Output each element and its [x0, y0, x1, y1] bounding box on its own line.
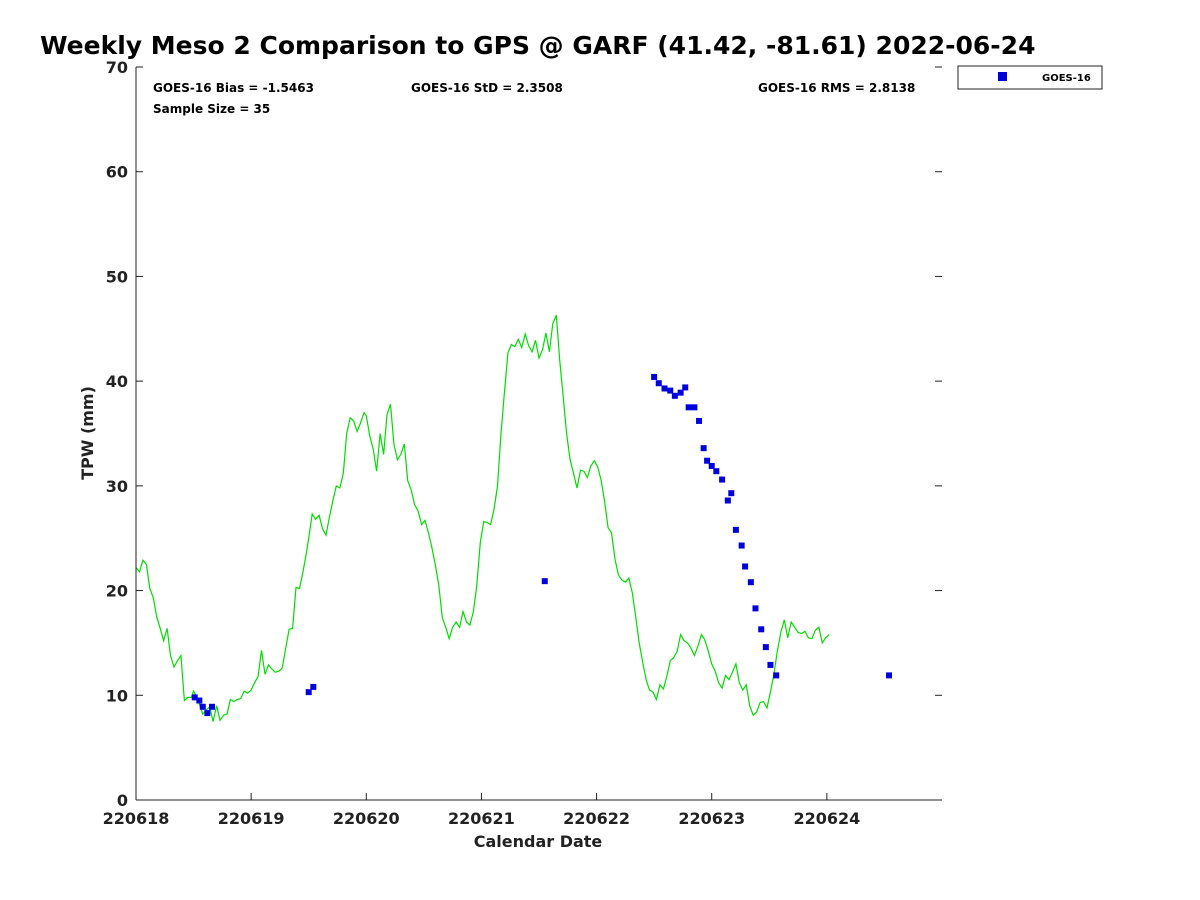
goes-16-point	[541, 578, 548, 585]
y-tick-label: 20	[106, 582, 128, 601]
goes-16-point	[196, 697, 203, 704]
x-tick-label: 220624	[793, 809, 860, 828]
goes-16-point	[667, 387, 674, 394]
x-tick-label: 220618	[103, 809, 170, 828]
stat-std: GOES-16 StD = 2.3508	[411, 81, 563, 95]
goes-16-point	[655, 380, 662, 387]
y-axis-ticks: 0 10 20 30 40 50 60 70	[106, 58, 942, 810]
stat-rms: GOES-16 RMS = 2.8138	[758, 81, 915, 95]
goes-16-point	[742, 563, 749, 570]
gps-series	[135, 314, 830, 722]
goes-16-point	[199, 703, 206, 710]
legend: GOES-16	[957, 65, 1103, 90]
goes-16-point	[204, 710, 211, 717]
x-tick-label: 220622	[563, 809, 630, 828]
chart-title: Weekly Meso 2 Comparison to GPS @ GARF (…	[40, 31, 1035, 60]
goes-16-point	[682, 384, 689, 391]
legend-box	[957, 65, 1103, 90]
y-tick-label: 70	[106, 58, 128, 77]
goes-16-point	[713, 468, 720, 475]
goes-16-point	[758, 626, 765, 633]
stat-bias: GOES-16 Bias = -1.5463	[153, 81, 314, 95]
goes-16-point	[708, 462, 715, 469]
goes-16-point	[305, 689, 312, 696]
stat-sample-size: Sample Size = 35	[153, 102, 270, 116]
goes-16-point	[685, 404, 692, 411]
goes-16-point	[677, 389, 684, 396]
goes-16-point	[762, 644, 769, 651]
goes-16-point	[752, 605, 759, 612]
goes-16-point	[310, 683, 317, 690]
y-tick-label: 40	[106, 372, 128, 391]
goes-16-point	[773, 672, 780, 679]
goes-16-point	[719, 476, 726, 483]
y-tick-label: 10	[106, 686, 128, 705]
gps-line	[135, 314, 830, 722]
goes-16-point	[732, 526, 739, 533]
x-tick-label: 220621	[448, 809, 515, 828]
goes-16-point	[661, 385, 668, 392]
y-tick-label: 0	[117, 791, 128, 810]
plot-area	[136, 67, 942, 800]
goes-16-point	[738, 542, 745, 549]
goes-16-point	[691, 404, 698, 411]
goes-series	[191, 373, 893, 717]
y-tick-label: 60	[106, 163, 128, 182]
goes-16-point	[191, 694, 198, 701]
goes-16-point	[671, 392, 678, 399]
y-axis-label: TPW (mm)	[78, 386, 97, 480]
x-tick-label: 220623	[678, 809, 745, 828]
goes-16-point	[767, 661, 774, 668]
y-tick-label: 50	[106, 267, 128, 286]
goes-16-point	[886, 672, 893, 679]
legend-marker-goes-16	[998, 72, 1007, 81]
x-axis-label: Calendar Date	[474, 832, 603, 851]
x-tick-label: 220620	[333, 809, 400, 828]
goes-16-point	[700, 445, 707, 452]
goes-16-point	[728, 490, 735, 497]
legend-entry-goes-16: GOES-16	[1042, 73, 1091, 84]
goes-16-point	[704, 457, 711, 464]
goes-16-point	[208, 703, 215, 710]
goes-16-point	[747, 579, 754, 586]
y-tick-label: 30	[106, 477, 128, 496]
x-tick-label: 220619	[218, 809, 285, 828]
goes-16-point	[651, 373, 658, 380]
x-axis-ticks: 220618 220619 220620 220621 220622 220623 2206…	[103, 793, 860, 828]
goes-16-point	[724, 497, 731, 504]
goes-16-point	[696, 417, 703, 424]
